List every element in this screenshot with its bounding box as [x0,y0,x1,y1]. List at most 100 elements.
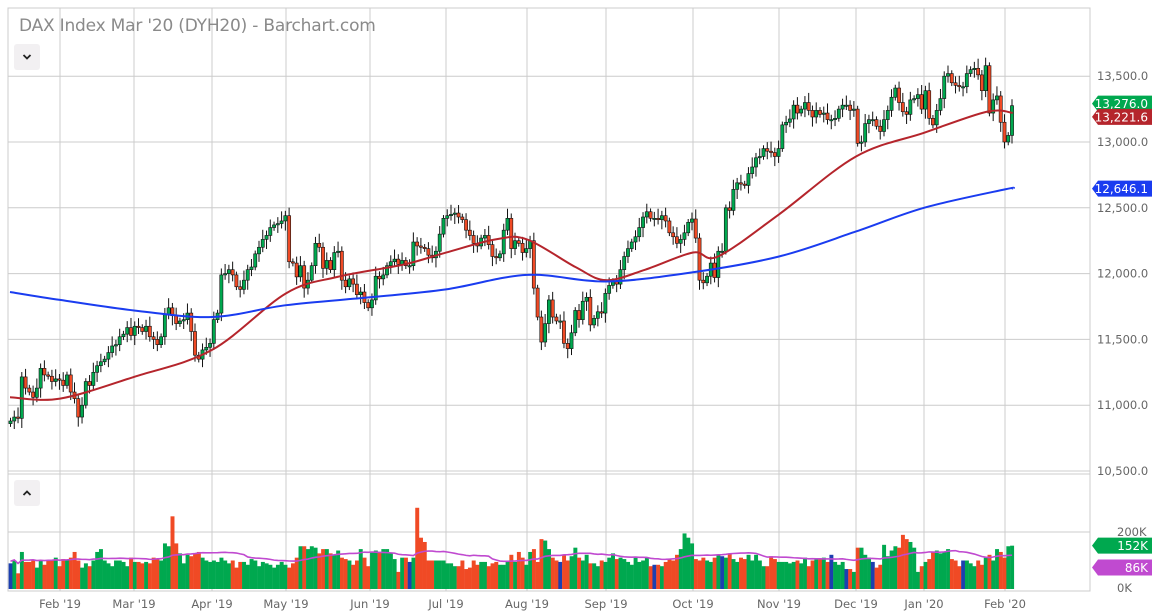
volume-bar [735,561,740,589]
volume-bar [106,563,111,589]
volume-bar [422,541,427,589]
volume-bar [162,543,167,589]
candle [637,217,642,242]
candle-body [558,320,563,323]
volume-bar [147,563,152,589]
candle-body [987,65,992,114]
candle-body [584,296,589,302]
volume-bar [644,557,649,589]
volume-bar [452,566,457,589]
volume-bar [65,560,70,589]
volume-bar [400,557,405,589]
candle-body [38,368,43,389]
candle-body [535,287,540,318]
volume-bar [814,559,819,589]
candle [155,331,160,352]
volume-bar [821,557,826,589]
collapse-price-panel-button[interactable] [14,44,40,70]
candle-body [870,119,875,122]
last-volume-tag-text: 152K [1117,539,1149,553]
volume-bar [72,551,77,589]
candle [739,174,743,191]
candle-body [407,265,412,268]
collapse-volume-panel-button[interactable] [14,480,40,506]
volume-bar [114,560,119,589]
candle [701,272,706,290]
candle [72,382,77,404]
candle-body [825,112,830,120]
candle [524,238,529,258]
candle [979,70,984,101]
candle-body [686,221,691,234]
candle [697,233,702,290]
plot-frame [7,7,1091,592]
candle-body [53,378,58,382]
volume-bar [976,560,981,589]
volume-bar [181,563,186,589]
volume-bar [328,553,333,589]
candle-body [821,112,826,115]
volume-bar [61,559,66,589]
candle-body [622,256,627,270]
time-tick-label: Dec '19 [834,597,878,611]
candle-body [599,311,604,314]
candle [520,236,525,261]
volume-bar [957,566,962,589]
candle-body [298,265,303,278]
candle [102,355,107,366]
candle [629,238,634,252]
candle-body [693,218,698,239]
volume-bar [50,560,54,589]
candle [693,209,698,243]
last-volume-tag: 152K [1092,537,1152,554]
candle [230,261,235,282]
candle-body [144,325,148,332]
candle [558,314,563,330]
volume-bar [577,557,582,589]
candle-body [57,378,62,381]
candle [723,204,728,255]
volume-bar [505,560,510,589]
candle [799,105,804,117]
candle-body [114,344,118,347]
candle [1010,99,1014,144]
volume-bar [697,560,702,589]
volume-bar [31,560,36,589]
candle-body [949,73,954,84]
volume-bar [215,561,220,589]
candle [494,248,499,265]
price-tick-label: 12,500.0 [1097,201,1148,215]
candle-body [735,182,740,190]
candle-body [900,102,905,113]
candle-body [595,311,600,319]
volume-bar [501,564,506,589]
candle [260,229,265,253]
volume-bar [419,537,423,589]
candle-body [919,94,924,110]
candle-body [302,265,307,289]
candle-body [242,279,246,290]
candle [844,95,849,111]
candle [407,259,412,274]
candle [321,242,325,278]
candle [983,57,988,98]
candle [226,264,231,284]
candle [121,330,126,341]
volume-bar [923,561,928,589]
candle [761,145,766,160]
volume-bar [889,550,894,589]
candle [784,115,788,133]
candle-body [370,299,374,309]
candle [675,227,679,249]
candle [949,70,954,87]
volume-bar [332,554,337,589]
volume-bar [731,559,736,589]
volume-bar [584,554,589,589]
candle [904,106,909,124]
candle [516,237,521,247]
volume-bar [27,561,32,589]
volume-bar [110,566,115,589]
candle-body [189,312,194,332]
volume-bar [754,554,759,589]
